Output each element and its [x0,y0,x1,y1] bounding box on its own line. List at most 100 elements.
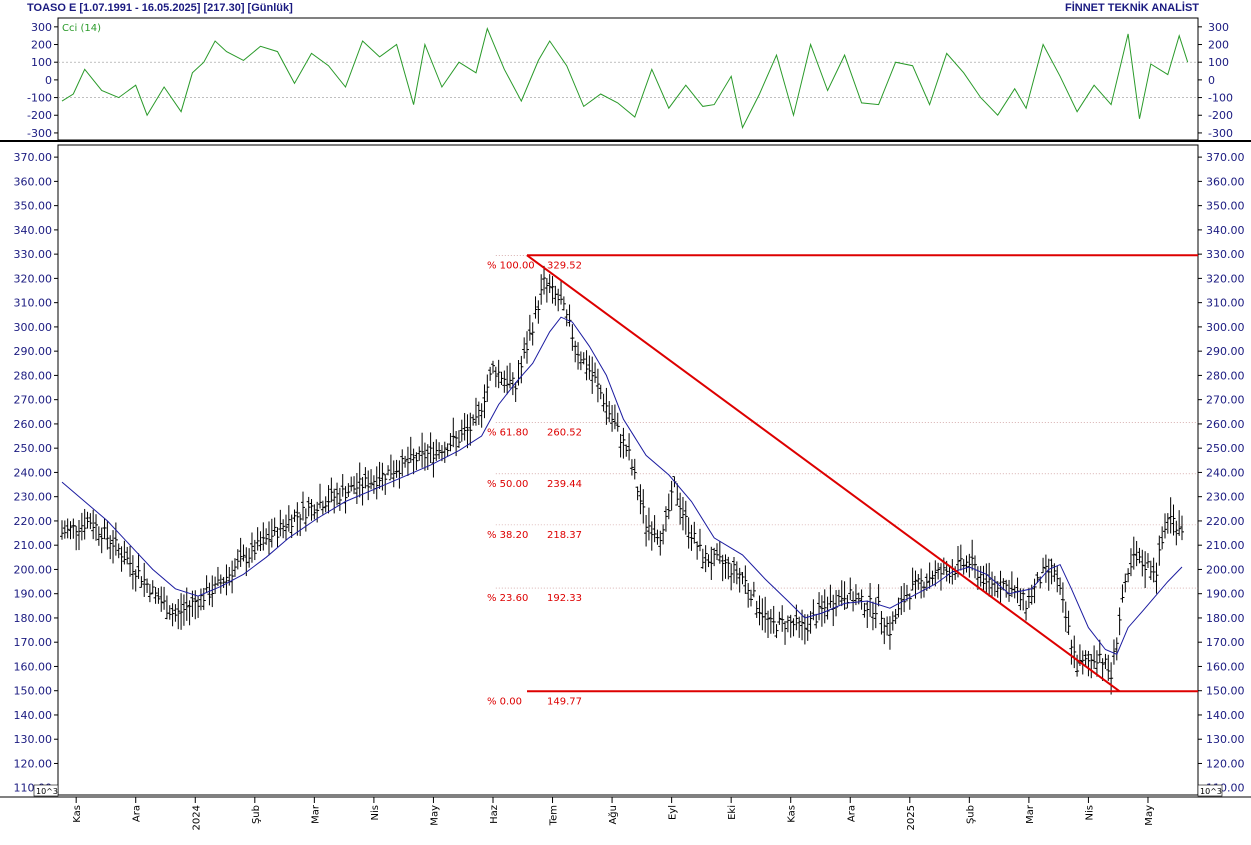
x-tick-label: 2024 [191,805,202,830]
x-tick-label: Nis [1084,805,1095,820]
chart-title: TOASO E [1.07.1991 - 16.05.2025] [217.30… [27,2,293,14]
y-tick-label-right: 140.00 [1206,709,1245,722]
y-tick-label-right: 280.00 [1206,369,1245,382]
cci-label: Cci (14) [62,23,101,34]
y-tick-label-right: 330.00 [1206,248,1245,261]
y-tick-label-left: 290.00 [14,345,53,358]
y-tick-label-right: 360.00 [1206,175,1245,188]
y-tick-label-left: 120.00 [14,757,53,770]
y-tick-label-right: 230.00 [1206,491,1245,504]
x-tick-label: Kas [72,805,83,823]
x-tick-label: Şub [965,805,976,824]
cci-tick-label-right: 100 [1208,56,1229,69]
price-bars [60,265,1184,695]
fib-level-label: % 100.00 [487,260,535,271]
y-tick-label-left: 370.00 [14,151,53,164]
y-tick-label-left: 330.00 [14,248,53,261]
y-tick-label-right: 220.00 [1206,515,1245,528]
fib-level-value: 239.44 [547,479,582,490]
fib-level-value: 329.52 [547,260,582,271]
x-tick-label: May [429,805,440,826]
y-tick-label-right: 190.00 [1206,588,1245,601]
y-tick-label-left: 240.00 [14,466,53,479]
x-tick-label: Eki [727,805,738,820]
fib-trend-line [526,254,1121,693]
y-tick-label-left: 210.00 [14,539,53,552]
y-tick-label-right: 300.00 [1206,321,1245,334]
x-tick-label: 2025 [906,805,917,830]
y-tick-label-left: 320.00 [14,272,53,285]
y-tick-label-right: 350.00 [1206,200,1245,213]
x-tick-label: Haz [489,805,500,824]
cci-tick-label-left: -200 [27,109,52,122]
cci-tick-label-left: -300 [27,127,52,140]
cci-tick-label-right: -300 [1208,127,1233,140]
y-tick-label-left: 200.00 [14,563,53,576]
y-tick-label-left: 280.00 [14,369,53,382]
fib-level-label: % 61.80 [487,428,528,439]
cci-axis: 300 300 200 200 100 100 0 0 -100 -100 -200 -200 -300… [27,21,1233,140]
fibonacci-retracement: % 100.00 329.52 % 61.80 260.52 % 50.00 239.44… [487,254,1198,707]
date-axis: Kas Ara 2024 Şub Mar Nis May Haz Tem Ağu Eyl Eki Kas… [72,797,1155,830]
y-tick-label-left: 310.00 [14,297,53,310]
fib-level-label: % 50.00 [487,479,528,490]
x-tick-label: Ara [132,805,143,822]
y-tick-label-left: 350.00 [14,200,53,213]
cci-line [61,27,1189,130]
y-tick-label-right: 120.00 [1206,757,1245,770]
cci-grid [58,61,1198,98]
y-tick-label-right: 210.00 [1206,539,1245,552]
fib-level-label: % 0.00 [487,696,522,707]
y-tick-label-right: 170.00 [1206,636,1245,649]
scale-note-left: 10^3 [36,787,58,796]
cci-tick-label-right: 0 [1208,74,1215,87]
y-tick-label-left: 130.00 [14,733,53,746]
y-tick-label-left: 360.00 [14,175,53,188]
fib-level-value: 149.77 [547,696,582,707]
x-tick-label: Kas [787,805,798,823]
y-tick-label-left: 340.00 [14,224,53,237]
cci-tick-label-left: 100 [31,56,52,69]
y-tick-label-right: 180.00 [1206,612,1245,625]
y-tick-label-right: 240.00 [1206,466,1245,479]
cci-tick-label-left: 0 [45,74,52,87]
x-tick-label: Mar [1025,804,1036,824]
cci-tick-label-right: -200 [1208,109,1233,122]
x-tick-label: Eyl [668,805,679,820]
cci-tick-label-right: 300 [1208,21,1229,34]
y-tick-label-right: 310.00 [1206,297,1245,310]
y-tick-label-right: 370.00 [1206,151,1245,164]
moving-average-line [61,316,1183,655]
fib-level-label: % 23.60 [487,593,528,604]
y-tick-label-left: 190.00 [14,588,53,601]
cci-tick-label-left: -100 [27,92,52,105]
y-tick-label-right: 250.00 [1206,442,1245,455]
cci-tick-label-right: -100 [1208,92,1233,105]
x-tick-label: Mar [310,804,321,824]
fib-level-value: 192.33 [547,593,582,604]
fib-level-label: % 38.20 [487,530,528,541]
y-tick-label-left: 160.00 [14,660,53,673]
x-tick-label: Ağu [607,805,619,825]
y-tick-label-right: 160.00 [1206,660,1245,673]
y-tick-label-left: 260.00 [14,418,53,431]
y-tick-label-left: 180.00 [14,612,53,625]
cci-tick-label-left: 300 [31,21,52,34]
y-tick-label-right: 260.00 [1206,418,1245,431]
y-tick-label-left: 220.00 [14,515,53,528]
cci-tick-label-left: 200 [31,39,52,52]
y-tick-label-left: 140.00 [14,709,53,722]
x-tick-label: Tem [549,805,560,826]
brand-label: FİNNET TEKNİK ANALİST [1064,2,1199,14]
y-tick-label-left: 300.00 [14,321,53,334]
y-tick-label-left: 170.00 [14,636,53,649]
y-tick-label-left: 250.00 [14,442,53,455]
y-tick-label-right: 340.00 [1206,224,1245,237]
x-tick-label: Ara [846,805,857,822]
x-tick-label: May [1144,805,1155,826]
y-tick-label-left: 150.00 [14,685,53,698]
scale-note-right: 10^3 [1200,787,1222,796]
price-axis: 370.00 370.00 360.00 360.00 350.00 350.00 340.… [14,151,1245,795]
y-tick-label-right: 320.00 [1206,272,1245,285]
